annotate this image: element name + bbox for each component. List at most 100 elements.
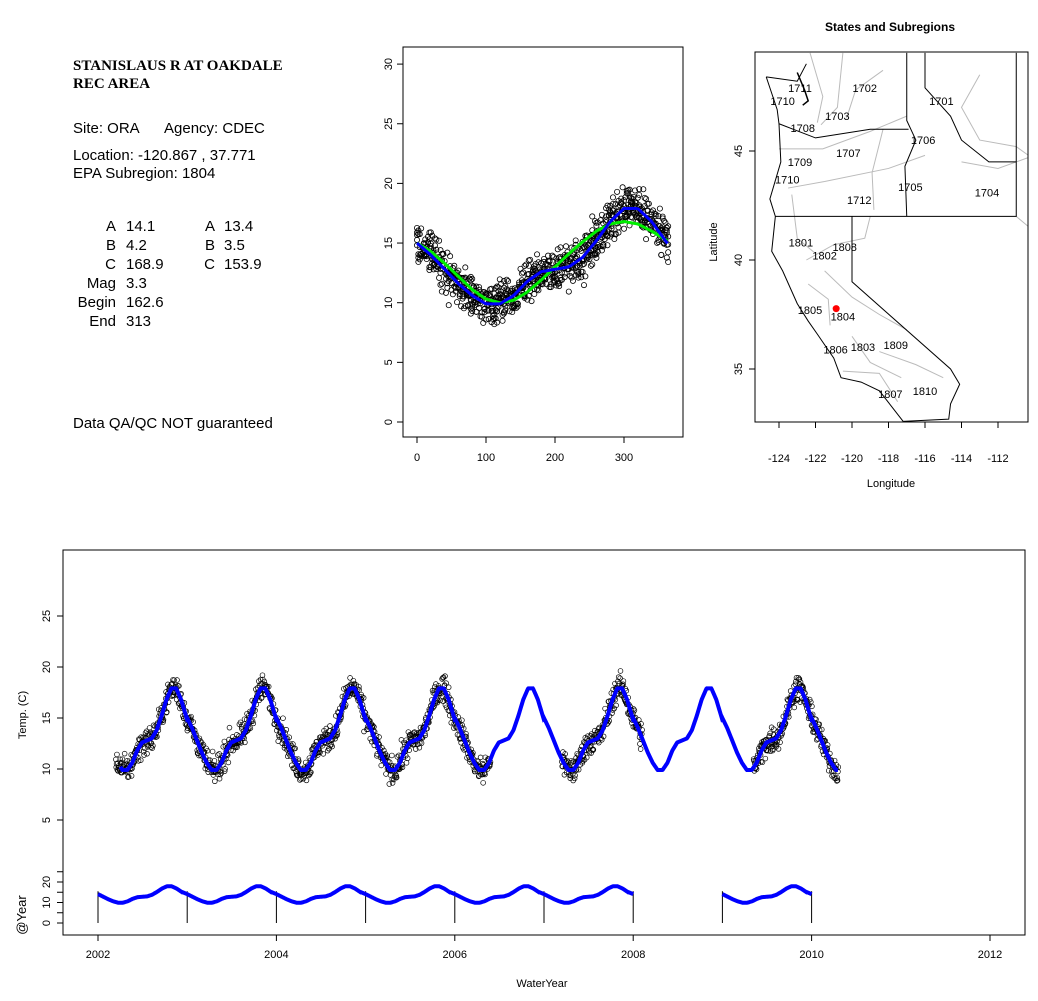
year-fit-line xyxy=(275,884,367,905)
observation-point xyxy=(144,751,150,757)
observation-point xyxy=(292,745,298,752)
observation-point xyxy=(469,275,476,282)
region-label: 1706 xyxy=(911,135,935,147)
observation-point xyxy=(418,225,425,232)
observation-point xyxy=(456,286,463,293)
observation-point xyxy=(600,241,607,248)
observation-point xyxy=(599,737,605,743)
observation-point xyxy=(350,677,357,684)
observation-point xyxy=(506,308,513,315)
observation-point xyxy=(119,756,126,762)
observation-point xyxy=(661,217,668,224)
param-value: 4.2 xyxy=(126,237,147,254)
observation-point xyxy=(440,250,447,257)
observation-point xyxy=(439,676,445,682)
observation-point xyxy=(509,309,516,316)
observation-point xyxy=(773,741,780,747)
observation-point xyxy=(121,750,128,757)
observation-point xyxy=(596,739,602,746)
observation-point xyxy=(565,288,572,295)
x-tick-label: 300 xyxy=(615,452,633,464)
observation-point xyxy=(482,771,488,778)
observation-point xyxy=(226,724,233,731)
x-tick-label: 2004 xyxy=(264,949,288,961)
observation-point xyxy=(318,734,324,740)
observation-point xyxy=(579,245,586,252)
observation-point xyxy=(308,769,314,775)
observation-point xyxy=(476,286,483,293)
observation-point xyxy=(482,316,489,323)
observation-point xyxy=(480,780,486,786)
y-tick-label: 15 xyxy=(41,712,53,724)
observation-point xyxy=(477,754,484,761)
observation-point xyxy=(415,258,422,265)
observation-point xyxy=(590,746,597,753)
observation-point xyxy=(563,243,570,250)
region-label: 1703 xyxy=(825,111,849,123)
timeseries-plot: WaterYear Temp. (C) @Year 2002 2004 2006 2008 2… xyxy=(14,549,1026,990)
observation-point xyxy=(467,277,474,284)
observation-point xyxy=(442,673,448,679)
observation-point xyxy=(618,200,625,207)
site-marker xyxy=(832,305,840,313)
observation-point xyxy=(438,288,445,295)
observation-point xyxy=(487,292,494,299)
observation-point xyxy=(436,274,443,281)
observation-point xyxy=(128,773,135,779)
observation-point xyxy=(212,778,218,785)
observation-point xyxy=(609,194,616,201)
observation-point xyxy=(393,772,400,779)
observation-point xyxy=(656,205,663,212)
observation-point xyxy=(142,745,148,752)
observation-point xyxy=(658,251,665,258)
state-boundary-wa-or xyxy=(778,123,909,139)
observation-point xyxy=(231,743,237,750)
y-tick-label: 15 xyxy=(383,237,395,249)
observation-point xyxy=(214,752,221,758)
subregion-boundary xyxy=(807,283,831,326)
y-axis-label-year: @Year xyxy=(14,895,29,935)
observation-point xyxy=(413,224,420,231)
x-tick-label: -118 xyxy=(878,453,899,465)
observation-point xyxy=(138,757,144,763)
observation-point xyxy=(209,748,216,755)
observation-point xyxy=(632,198,639,205)
observation-point xyxy=(135,758,142,764)
observation-point xyxy=(655,238,662,245)
observation-point xyxy=(200,742,207,748)
x-tick-label: 2010 xyxy=(799,949,823,961)
observation-point xyxy=(297,777,303,783)
observation-point xyxy=(527,256,534,263)
x-tick-label: 2012 xyxy=(978,949,1002,961)
observation-point xyxy=(496,276,503,283)
observation-point xyxy=(641,194,648,201)
y2-tick-label: 20 xyxy=(41,876,53,888)
observation-point xyxy=(459,717,465,723)
y-tick-label: 45 xyxy=(733,145,745,157)
observation-point xyxy=(665,259,672,266)
observation-point xyxy=(481,306,488,313)
observation-point xyxy=(458,287,465,294)
x-tick-label: 2008 xyxy=(621,949,645,961)
observation-point xyxy=(216,775,223,782)
observation-point xyxy=(415,741,421,748)
observation-points xyxy=(413,184,672,328)
observation-point xyxy=(242,739,248,746)
observation-point xyxy=(125,774,131,780)
observation-point xyxy=(619,184,626,191)
observation-point xyxy=(285,753,291,760)
observation-point xyxy=(444,249,451,256)
observation-point xyxy=(523,261,530,268)
param-name: C xyxy=(105,256,116,273)
observation-point xyxy=(423,253,430,260)
subregion-boundary xyxy=(846,69,884,119)
region-label: 1802 xyxy=(812,251,836,263)
year-fit-line xyxy=(186,884,278,905)
observation-point xyxy=(598,211,605,218)
observation-point xyxy=(777,739,783,746)
observation-point xyxy=(607,233,614,240)
plot-frame xyxy=(402,46,684,438)
observation-point xyxy=(602,705,608,712)
observation-point xyxy=(488,285,495,292)
region-label: 1803 xyxy=(851,342,875,354)
